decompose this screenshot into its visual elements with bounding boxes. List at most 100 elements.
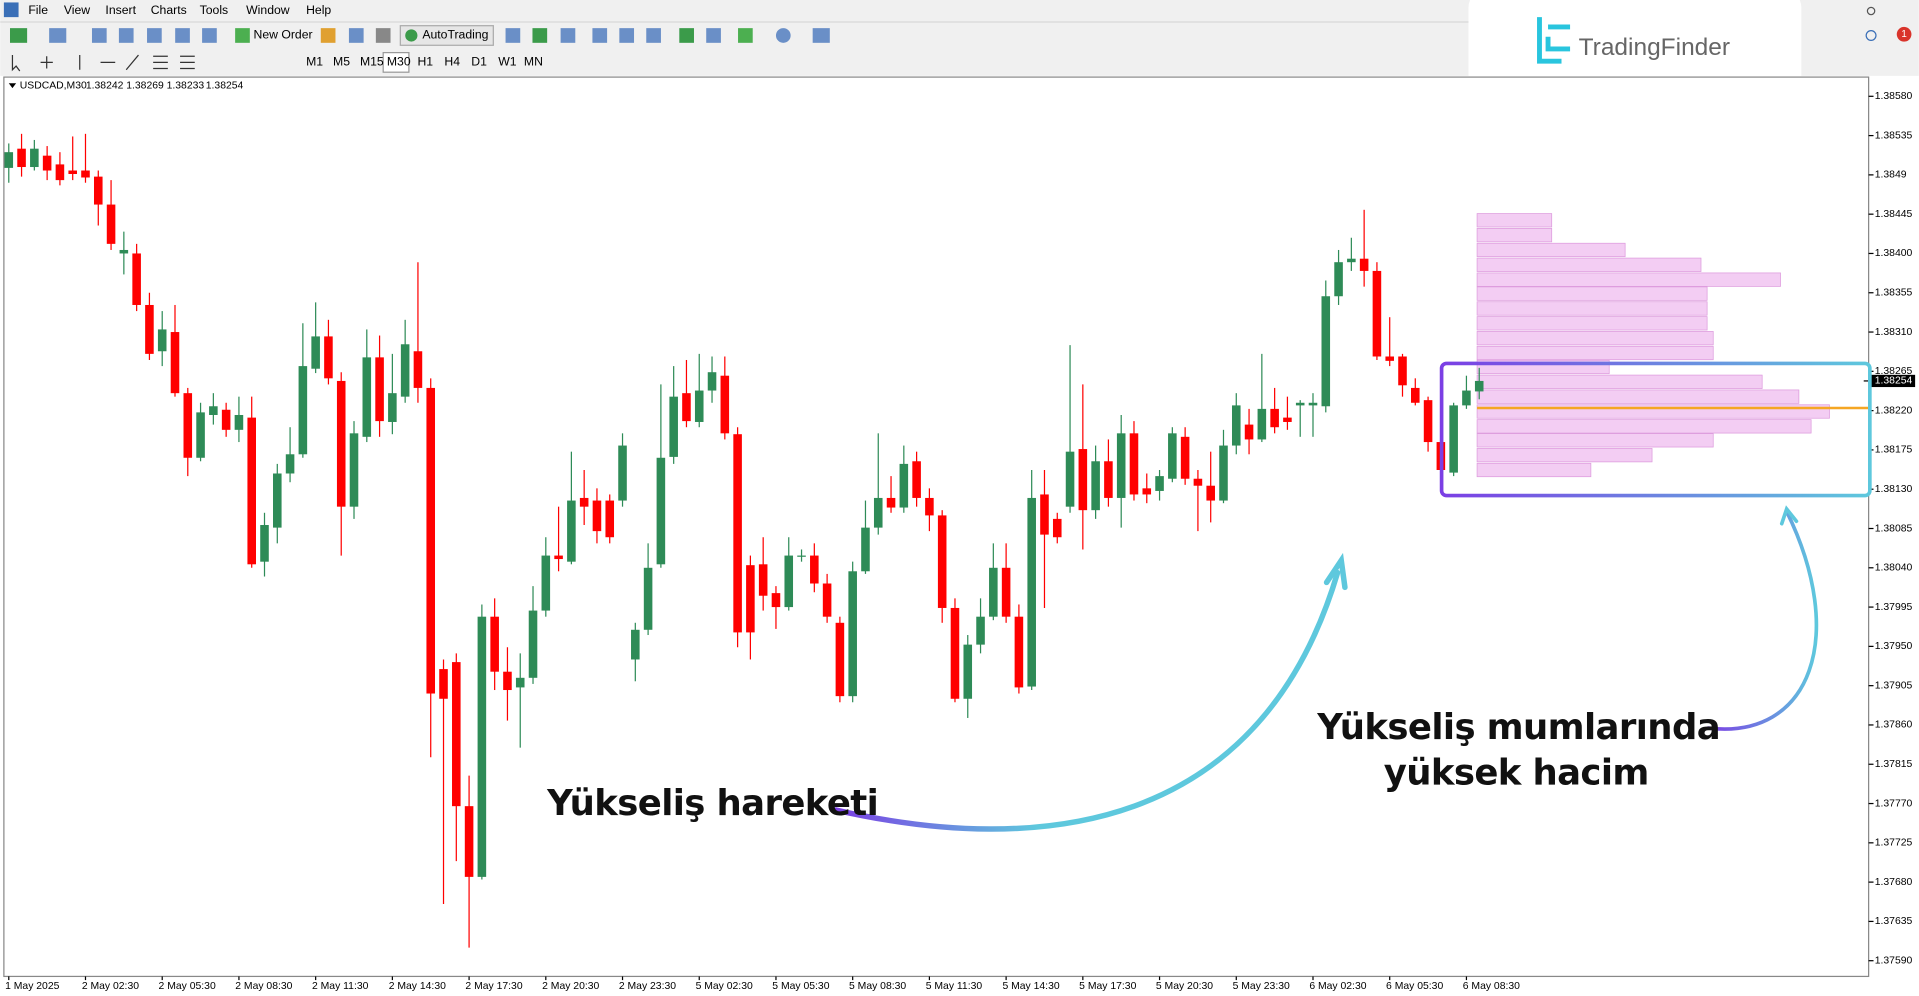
window-control[interactable] [1866,6,1876,16]
y-tick-label: 1.37770 [1875,798,1913,809]
candle-body [1462,390,1471,406]
volume-profile-bar [1476,228,1553,243]
candle-body [1423,400,1433,443]
candle-body [247,417,256,565]
volume-profile-bar [1476,389,1800,404]
x-tick-label: 1 May 2025 [5,981,60,992]
candle-body [733,434,742,633]
candle-body [861,527,870,572]
candle-body [1219,445,1228,501]
candle-body [145,304,154,354]
chart-symbol: USDCAD,M30 [20,80,87,91]
candle-body [4,152,14,168]
app-icon [3,2,19,18]
candle-body [1359,258,1369,271]
candle-body [273,473,282,528]
menu-item[interactable]: Window [246,3,290,17]
x-tick-label: 5 May 11:30 [926,981,983,992]
timeframe-button[interactable]: H4 [444,55,460,69]
candle-body [1372,270,1382,357]
candle-body [349,433,359,507]
menu-item[interactable]: Help [306,3,331,17]
candle-body [771,593,781,608]
candle-body [835,622,845,697]
chart-menu-arrow [8,83,17,89]
candle-body [912,461,921,498]
candle-body [1180,436,1190,479]
candle-body [1091,461,1100,511]
x-tick-label: 2 May 11:30 [312,981,369,992]
x-tick-label: 5 May 17:30 [1079,981,1136,992]
candle-body [1231,405,1241,446]
x-tick-label: 5 May 05:30 [772,981,829,992]
x-tick-label: 6 May 05:30 [1386,981,1443,992]
notification-count: 1 [1901,29,1906,40]
candle-body [758,564,768,596]
candle-body [1078,449,1088,511]
candle-body [963,644,973,699]
candle-body [1270,408,1279,428]
candle-body [822,583,832,617]
menu-item[interactable]: File [28,3,48,17]
candle-body [631,629,640,660]
candle-body [1206,485,1215,501]
timeframe-bar: M1 M5 M15 M30 H1 H4 D1 W1 MN [306,55,543,69]
candle-body [1308,402,1318,406]
volume-profile-bar [1476,301,1708,316]
candle-body [42,155,52,171]
menu-item[interactable]: Charts [151,3,187,17]
candle-body [1385,356,1394,361]
candle-body [1334,262,1343,297]
candle-body [694,390,704,422]
auto-trading-button[interactable]: AutoTrading [422,28,488,42]
volume-profile-bar [1476,316,1708,331]
timeframe-button[interactable]: M30 [387,55,411,69]
highlight-box [1439,361,1872,498]
candle-body [1347,258,1356,263]
candle-body [375,357,384,422]
timeframe-button[interactable]: M5 [333,55,350,69]
candle-body [643,567,653,630]
volume-profile-bar [1476,331,1714,346]
menu-item[interactable]: Insert [105,3,136,17]
candle-body [720,375,730,434]
menu-item[interactable]: View [64,3,90,17]
chart-area [3,76,1870,978]
candle-body [426,387,436,694]
timeframe-button[interactable]: W1 [498,55,517,69]
search-icon[interactable] [1865,29,1877,41]
candle-body [669,396,678,457]
y-tick-label: 1.38040 [1875,563,1913,574]
notification-badge[interactable] [1896,26,1912,42]
timeframe-button[interactable]: M15 [360,55,384,69]
candle-body [746,565,755,633]
candle-body [707,372,717,391]
candle-body [579,497,589,507]
candle-body [554,555,563,560]
x-tick-label: 5 May 20:30 [1156,981,1213,992]
timeframe-button[interactable]: H1 [417,55,433,69]
candle-body [1129,433,1139,495]
volume-profile-bar [1476,213,1553,228]
candle-body [1014,616,1024,688]
x-tick-label: 5 May 02:30 [696,981,753,992]
candle-body [388,393,397,422]
volume-profile-bar [1476,419,1812,434]
timeframe-button[interactable]: D1 [471,55,487,69]
timeframe-button[interactable]: M1 [306,55,323,69]
menu-item[interactable]: Tools [200,3,229,17]
volume-profile-bar [1476,345,1714,361]
candle-body [528,610,538,678]
candle-body [81,170,90,178]
timeframe-button[interactable]: MN [524,55,543,69]
new-order-button[interactable]: New Order [253,28,312,42]
candle-body [937,515,947,608]
candle-body [183,393,193,458]
candle-body [592,500,602,532]
annotation: Yükseliş hareketi [546,783,878,824]
candle-body [234,414,244,430]
candle-body [1116,433,1126,498]
candle-body [784,555,794,608]
x-tick-label: 5 May 08:30 [849,981,906,992]
candle-body [1104,461,1113,498]
